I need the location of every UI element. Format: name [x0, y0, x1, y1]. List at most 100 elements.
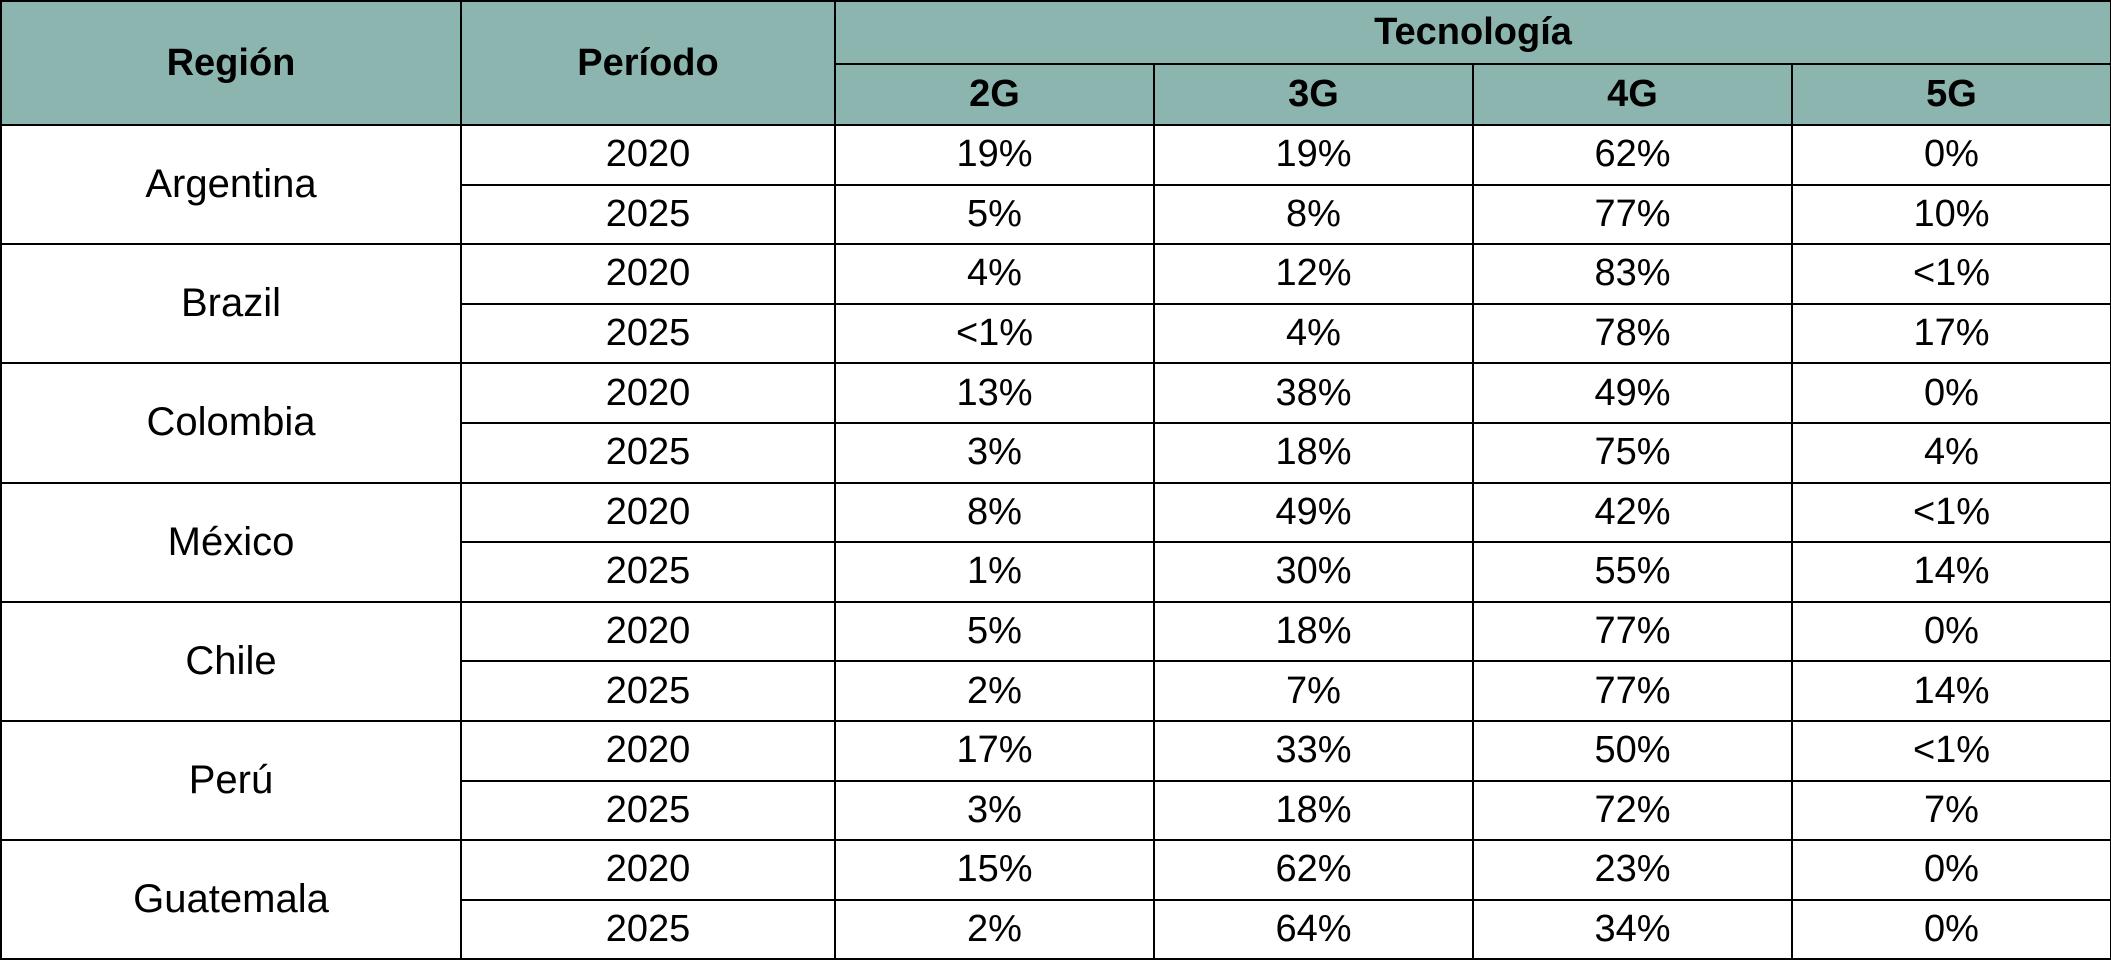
value-4g-cell: 77% — [1472, 660, 1793, 722]
value-2g-cell: 2% — [834, 660, 1155, 722]
value-2g-cell: 17% — [834, 719, 1155, 782]
period-cell: 2025 — [460, 541, 836, 603]
region-cell: Colombia — [0, 362, 462, 484]
value-5g-cell: 10% — [1790, 183, 2111, 246]
value-2g-cell: 19% — [834, 124, 1155, 186]
value-2g-cell: 2% — [834, 898, 1155, 960]
value-4g-cell: 83% — [1472, 243, 1793, 305]
header-period: Período — [460, 0, 836, 126]
value-3g-cell: 19% — [1153, 124, 1474, 186]
value-2g-cell: 13% — [834, 362, 1155, 424]
value-5g-cell: 0% — [1790, 898, 2111, 960]
period-cell: 2020 — [460, 243, 836, 305]
value-3g-cell: 12% — [1153, 243, 1474, 305]
value-5g-cell: 0% — [1790, 839, 2111, 901]
table-row: México 2020 8% 49% 42% <1% — [0, 481, 2111, 603]
value-4g-cell: 77% — [1472, 600, 1793, 663]
table-row: 2025 <1% 4% 78% 17% — [1, 302, 2111, 365]
region-cell: Argentina — [0, 123, 462, 246]
table-row: 2025 1% 30% 55% 14% — [1, 541, 2111, 603]
value-4g-cell: 50% — [1472, 719, 1793, 782]
header-3g: 3G — [1153, 63, 1474, 126]
table-row: Brazil 2020 4% 12% 83% <1% — [0, 243, 2111, 365]
period-cell: 2025 — [460, 421, 836, 484]
value-3g-cell: 18% — [1153, 421, 1474, 484]
table-row: 2025 5% 8% 77% 10% — [1, 183, 2111, 246]
value-5g-cell: 17% — [1790, 302, 2111, 365]
value-3g-cell: 49% — [1153, 481, 1474, 544]
value-3g-cell: 4% — [1153, 302, 1474, 365]
region-cell: Brazil — [0, 243, 462, 365]
period-cell: 2020 — [460, 362, 836, 424]
value-4g-cell: 72% — [1472, 779, 1793, 842]
value-3g-cell: 38% — [1153, 362, 1474, 424]
value-4g-cell: 62% — [1472, 124, 1793, 186]
value-2g-cell: 15% — [834, 839, 1155, 901]
value-5g-cell: 0% — [1790, 124, 2111, 186]
table-header: Región Período Tecnología 2G 3G 4G 5G — [0, 0, 2111, 126]
value-3g-cell: 18% — [1153, 779, 1474, 842]
value-2g-cell: 4% — [834, 243, 1155, 305]
value-5g-cell: 14% — [1790, 660, 2111, 722]
period-cell: 2020 — [460, 839, 836, 901]
table-row: 2025 2% 64% 34% 0% — [1, 898, 2111, 960]
value-3g-cell: 7% — [1153, 660, 1474, 722]
value-4g-cell: 77% — [1472, 183, 1793, 246]
table-row: Perú 2020 17% 33% 50% <1% — [0, 719, 2111, 842]
period-cell: 2025 — [460, 183, 836, 246]
table-row: Argentina 2020 19% 19% 62% 0% — [0, 123, 2111, 246]
period-cell: 2025 — [460, 779, 836, 842]
period-cell: 2025 — [460, 898, 836, 960]
value-3g-cell: 18% — [1153, 600, 1474, 663]
value-3g-cell: 30% — [1153, 541, 1474, 603]
period-cell: 2025 — [460, 302, 836, 365]
table-body: Argentina 2020 19% 19% 62% 0% 2025 5% 8%… — [0, 123, 2111, 960]
period-cell: 2020 — [460, 600, 836, 663]
value-5g-cell: <1% — [1790, 481, 2111, 544]
value-3g-cell: 8% — [1153, 183, 1474, 246]
value-2g-cell: 5% — [834, 600, 1155, 663]
period-cell: 2020 — [460, 481, 836, 544]
table-row: 2025 3% 18% 72% 7% — [1, 779, 2111, 842]
region-cell: Chile — [0, 600, 462, 722]
value-4g-cell: 78% — [1472, 302, 1793, 365]
region-cell: Perú — [0, 719, 462, 842]
value-4g-cell: 49% — [1472, 362, 1793, 424]
period-cell: 2020 — [460, 124, 836, 186]
value-2g-cell: 3% — [834, 779, 1155, 842]
header-5g: 5G — [1790, 63, 2111, 126]
value-5g-cell: <1% — [1790, 243, 2111, 305]
table-row: 2025 2% 7% 77% 14% — [1, 660, 2111, 722]
value-4g-cell: 55% — [1472, 541, 1793, 603]
value-5g-cell: 4% — [1790, 421, 2111, 484]
value-4g-cell: 75% — [1472, 421, 1793, 484]
value-2g-cell: <1% — [834, 302, 1155, 365]
period-cell: 2020 — [460, 719, 836, 782]
value-5g-cell: 0% — [1790, 600, 2111, 663]
table-row: Colombia 2020 13% 38% 49% 0% — [0, 362, 2111, 484]
table-row: Chile 2020 5% 18% 77% 0% — [0, 600, 2111, 722]
value-3g-cell: 64% — [1153, 898, 1474, 960]
value-2g-cell: 8% — [834, 481, 1155, 544]
region-cell: Guatemala — [0, 839, 462, 960]
header-2g: 2G — [834, 63, 1155, 126]
value-4g-cell: 23% — [1472, 839, 1793, 901]
table-row: 2025 3% 18% 75% 4% — [1, 421, 2111, 484]
value-5g-cell: <1% — [1790, 719, 2111, 782]
value-2g-cell: 3% — [834, 421, 1155, 484]
header-region: Región — [0, 0, 462, 126]
period-cell: 2025 — [460, 660, 836, 722]
value-2g-cell: 5% — [834, 183, 1155, 246]
value-4g-cell: 42% — [1472, 481, 1793, 544]
value-5g-cell: 7% — [1790, 779, 2111, 842]
value-5g-cell: 14% — [1790, 541, 2111, 603]
region-cell: México — [0, 481, 462, 603]
header-4g: 4G — [1472, 63, 1793, 126]
value-2g-cell: 1% — [834, 541, 1155, 603]
value-3g-cell: 62% — [1153, 839, 1474, 901]
value-5g-cell: 0% — [1790, 362, 2111, 424]
value-3g-cell: 33% — [1153, 719, 1474, 782]
table-row: Guatemala 2020 15% 62% 23% 0% — [0, 839, 2111, 960]
value-4g-cell: 34% — [1472, 898, 1793, 960]
